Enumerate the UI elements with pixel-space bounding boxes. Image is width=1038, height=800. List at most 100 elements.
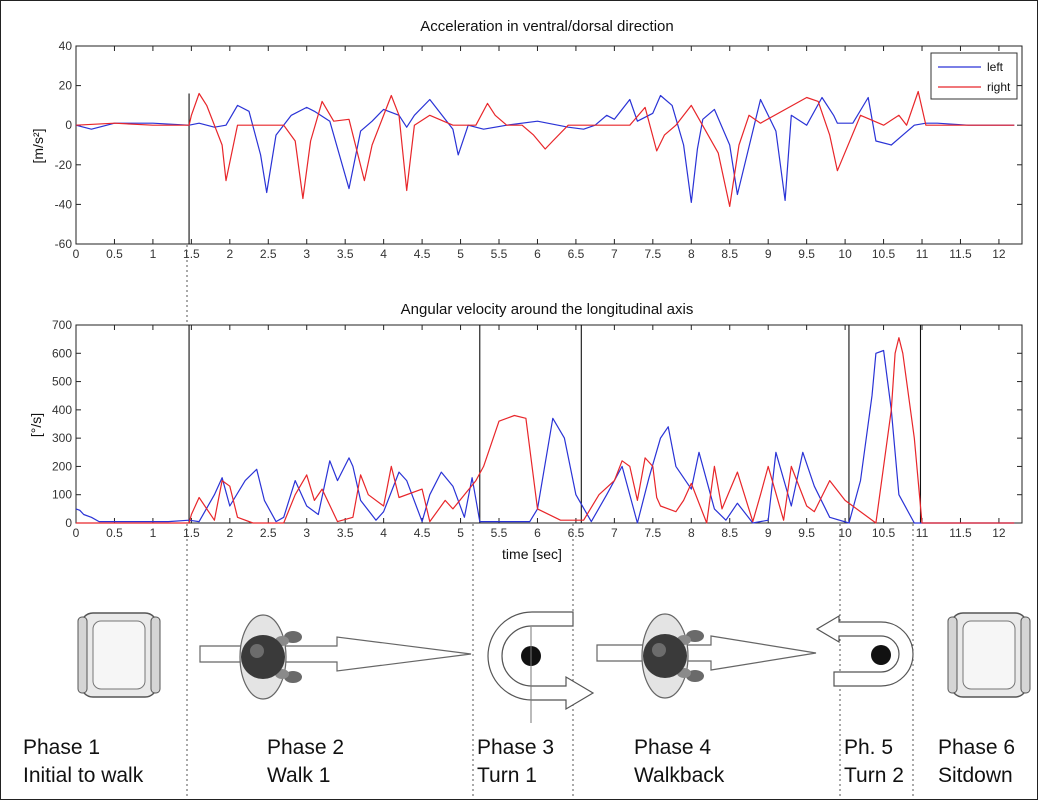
angular-velocity-plot: Angular velocity around the longitudinal…: [28, 301, 1023, 562]
y-tick-label: 400: [52, 403, 72, 417]
phase-1-caption: Phase 1 Initial to walk: [23, 734, 143, 790]
x-tick-label: 11.5: [949, 526, 972, 540]
phase-3-caption: Phase 3 Turn 1: [477, 734, 554, 790]
x-axis-label: time [sec]: [502, 546, 562, 562]
acceleration-plot: Acceleration in ventral/dorsal direction…: [30, 18, 1023, 261]
phase-separators: [186, 245, 914, 799]
walking-person-icon: [596, 613, 817, 699]
x-tick-label: 4: [380, 526, 387, 540]
phase-subtitle: Walkback: [634, 764, 725, 787]
x-ticks: 0 0.5 1 1.5 2 2.5 3 3.5 4 4.5 5 5.5 6 6.5 7 7.5 8 8.5 9 9.5…: [73, 46, 1006, 261]
turn-icon: [487, 611, 595, 723]
y-tick-label: 0: [65, 118, 72, 132]
x-tick-label: 11.5: [949, 247, 972, 261]
x-tick-label: 11: [916, 247, 929, 261]
x-tick-label: 2.5: [260, 247, 277, 261]
x-tick-label: 6: [534, 526, 541, 540]
x-tick-label: 9.5: [798, 247, 815, 261]
legend: left right: [930, 52, 1018, 100]
legend-label-right: right: [987, 80, 1011, 94]
x-tick-label: 0.5: [106, 247, 123, 261]
x-tick-label: 10.5: [872, 247, 896, 261]
x-tick-label: 3: [303, 526, 310, 540]
phase-subtitle: Sitdown: [938, 764, 1013, 787]
x-tick-label: 1.5: [183, 247, 200, 261]
x-tick-label: 2: [226, 526, 233, 540]
x-tick-label: 11: [916, 526, 929, 540]
x-tick-label: 8: [688, 247, 695, 261]
x-tick-label: 2: [226, 247, 233, 261]
legend-label-left: left: [987, 60, 1004, 74]
y-tick-label: -20: [55, 158, 73, 172]
walking-person-icon: [199, 614, 472, 700]
series-lines: [75, 90, 1015, 207]
x-tick-label: 7: [611, 247, 618, 261]
y-tick-label: -60: [55, 237, 73, 251]
x-tick-label: 2.5: [260, 526, 277, 540]
x-tick-label: 0: [73, 247, 80, 261]
y-tick-label: 200: [52, 459, 72, 473]
x-tick-label: 1: [150, 526, 157, 540]
x-tick-label: 7.5: [644, 247, 661, 261]
phase-title: Phase 1: [23, 736, 101, 759]
y-tick-label: 500: [52, 375, 72, 389]
x-tick-label: 9: [765, 526, 772, 540]
y-axis-label: [m/s²]: [30, 129, 46, 164]
series-line-left: [75, 349, 1015, 524]
x-tick-label: 12: [992, 526, 1006, 540]
x-tick-label: 5: [457, 526, 464, 540]
phase-lines: [188, 325, 922, 523]
phase-6-caption: Phase 6 Sitdown: [938, 734, 1015, 790]
phase-title: Phase 3: [477, 736, 555, 759]
chair-icon: [77, 612, 161, 698]
x-tick-label: 0: [73, 526, 80, 540]
x-tick-label: 3: [303, 247, 310, 261]
x-tick-label: 1.5: [183, 526, 200, 540]
y-tick-label: 600: [52, 346, 72, 360]
x-tick-label: 12: [992, 247, 1006, 261]
phase-title: Phase 6: [938, 736, 1016, 759]
phase-5-caption: Ph. 5 Turn 2: [844, 734, 904, 790]
phase-title: Ph. 5: [844, 736, 894, 759]
x-tick-label: 5.5: [491, 526, 508, 540]
phase-subtitle: Walk 1: [267, 764, 331, 787]
x-tick-label: 4: [380, 247, 387, 261]
turn-icon: [815, 614, 914, 687]
series-lines: [75, 337, 1015, 524]
x-tick-label: 5.5: [491, 247, 508, 261]
plot-frame: [75, 324, 1023, 524]
phase-title: Phase 2: [267, 736, 345, 759]
chart-title: Angular velocity around the longitudinal…: [401, 301, 694, 318]
y-tick-label: 100: [52, 488, 72, 502]
y-tick-label: 300: [52, 431, 72, 445]
chair-icon: [947, 612, 1031, 698]
phase-title: Phase 4: [634, 736, 712, 759]
x-tick-label: 10.5: [872, 526, 896, 540]
x-tick-label: 6: [534, 247, 541, 261]
y-axis-label: [°/s]: [28, 413, 44, 437]
series-line-right: [75, 90, 1015, 207]
y-tick-label: 40: [59, 39, 73, 53]
x-tick-label: 8.5: [721, 247, 738, 261]
series-line-right: [76, 337, 1015, 524]
y-tick-label: 700: [52, 318, 72, 332]
x-tick-label: 1: [150, 247, 157, 261]
series-line-left: [75, 94, 1015, 203]
phase-subtitle: Turn 2: [844, 764, 904, 787]
x-tick-label: 7: [611, 526, 618, 540]
x-tick-label: 9: [765, 247, 772, 261]
y-tick-label: -40: [55, 197, 73, 211]
x-ticks: 0 0.5 1 1.5 2 2.5 3 3.5 4 4.5 5 5.5 6 6.5 7 7.5 8 8.5 9 9.5…: [73, 325, 1006, 540]
x-tick-label: 4.5: [414, 247, 431, 261]
x-tick-label: 10: [838, 247, 852, 261]
x-tick-label: 0.5: [106, 526, 123, 540]
x-tick-label: 6.5: [568, 247, 585, 261]
phase-subtitle: Initial to walk: [23, 764, 144, 787]
x-tick-label: 8.5: [721, 526, 738, 540]
phase-2-caption: Phase 2 Walk 1: [267, 734, 344, 790]
y-ticks: 700 600 500 400 300 200 100 0: [52, 318, 1022, 530]
x-tick-label: 9.5: [798, 526, 815, 540]
x-tick-label: 7.5: [644, 526, 661, 540]
